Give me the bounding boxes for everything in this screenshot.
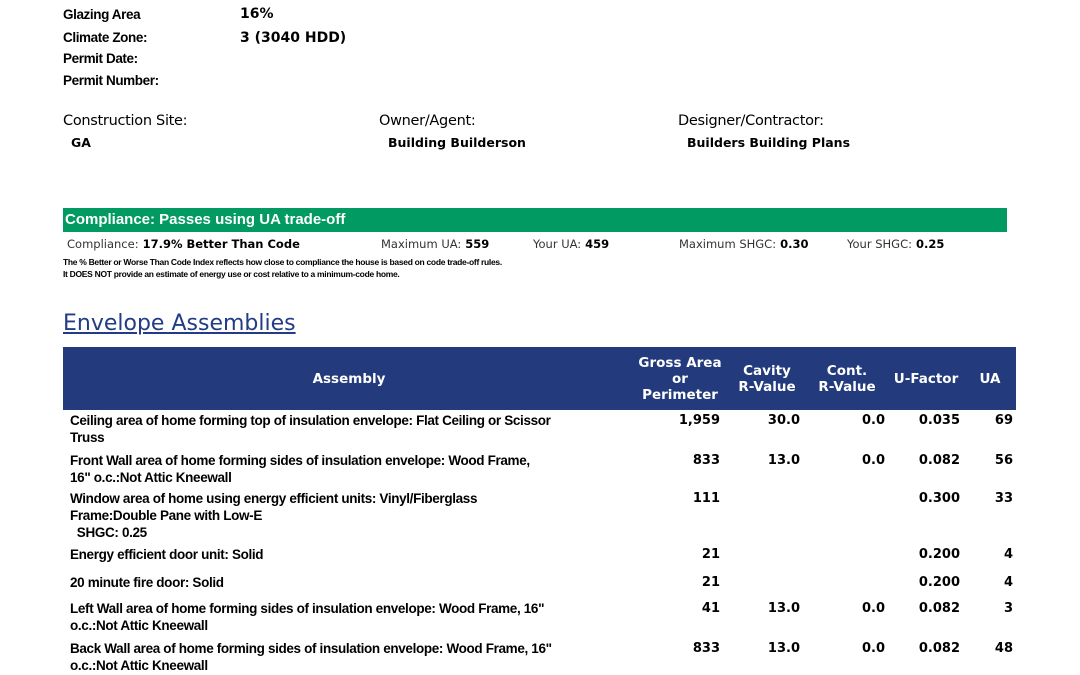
col-gross-area: Gross Area or Perimeter xyxy=(638,354,722,403)
cavity-cell: 13.0 xyxy=(767,641,800,656)
climate-zone-value: 3 (3040 HDD) xyxy=(240,30,347,46)
maximum-shgc: Maximum SHGC: 0.30 xyxy=(679,235,808,253)
col-cont-r: Cont. R-Value xyxy=(818,362,876,395)
cavity-cell: 30.0 xyxy=(767,413,800,428)
ua-cell: 33 xyxy=(994,491,1013,506)
assembly-cell: Left Wall area of home forming sides of … xyxy=(70,600,544,634)
assembly-line: Window area of home using energy efficie… xyxy=(70,491,478,506)
compliance-label: Compliance: xyxy=(67,237,139,251)
cont-cell: 0.0 xyxy=(861,413,885,428)
assembly-line: Left Wall area of home forming sides of … xyxy=(70,601,545,616)
maximum-ua-label: Maximum UA: xyxy=(381,237,462,251)
envelope-table-header: Assembly Gross Area or Perimeter Cavity … xyxy=(63,347,1016,410)
maximum-ua-value: 559 xyxy=(465,237,490,251)
cont-cell: 0.0 xyxy=(861,453,885,468)
your-shgc-value: 0.25 xyxy=(915,237,945,251)
compliance-banner: Compliance: Passes using UA trade-off xyxy=(63,208,1007,232)
ufactor-cell: 0.082 xyxy=(918,453,960,468)
maximum-shgc-value: 0.30 xyxy=(780,237,809,251)
ua-cell: 48 xyxy=(994,641,1013,656)
assembly-line: Front Wall area of home forming sides of… xyxy=(70,453,530,468)
ufactor-cell: 0.035 xyxy=(918,413,960,428)
assembly-cell: Energy efficient door unit: Solid xyxy=(70,546,264,563)
ua-cell: 4 xyxy=(1003,547,1013,562)
area-cell: 21 xyxy=(701,547,720,562)
your-ua-label: Your UA: xyxy=(533,237,582,251)
construction-site-value: GA xyxy=(71,135,91,150)
compliance-item: Compliance: 17.9% Better Than Code xyxy=(67,235,300,253)
envelope-assemblies-title: Envelope Assemblies xyxy=(63,311,296,336)
glazing-area-value: 16% xyxy=(240,6,274,22)
owner-agent-value: Building Builderson xyxy=(388,135,526,150)
assembly-line: o.c.:Not Attic Kneewall xyxy=(70,618,208,633)
assembly-line: Ceiling area of home forming top of insu… xyxy=(70,413,551,428)
ua-cell: 4 xyxy=(1003,575,1013,590)
assembly-line: o.c.:Not Attic Kneewall xyxy=(70,658,208,673)
assembly-cell: 20 minute fire door: Solid xyxy=(70,574,224,591)
assembly-line: 20 minute fire door: Solid xyxy=(70,575,224,590)
assembly-line: Truss xyxy=(70,430,105,445)
cavity-cell: 13.0 xyxy=(767,453,800,468)
construction-site-heading: Construction Site: xyxy=(63,113,188,129)
compliance-value: 17.9% Better Than Code xyxy=(142,237,300,251)
assembly-line: Frame:Double Pane with Low-E xyxy=(70,508,262,523)
col-assembly: Assembly xyxy=(312,370,386,387)
assembly-cell: Front Wall area of home forming sides of… xyxy=(70,452,530,486)
compliance-note-1: The % Better or Worse Than Code Index re… xyxy=(63,257,502,267)
maximum-ua: Maximum UA: 559 xyxy=(381,235,489,253)
your-ua-value: 459 xyxy=(585,237,610,251)
compliance-note-2: It DOES NOT provide an estimate of energ… xyxy=(63,269,400,279)
assembly-cell: Window area of home using energy efficie… xyxy=(70,490,477,541)
area-cell: 833 xyxy=(692,453,720,468)
permit-date-label: Permit Date: xyxy=(63,51,138,66)
ufactor-cell: 0.200 xyxy=(918,575,960,590)
ua-cell: 69 xyxy=(994,413,1013,428)
climate-zone-label: Climate Zone: xyxy=(63,30,148,45)
ufactor-cell: 0.300 xyxy=(918,491,960,506)
ufactor-cell: 0.082 xyxy=(918,601,960,616)
maximum-shgc-label: Maximum SHGC: xyxy=(679,237,777,251)
ua-cell: 56 xyxy=(994,453,1013,468)
cont-cell: 0.0 xyxy=(861,641,885,656)
ufactor-cell: 0.082 xyxy=(918,641,960,656)
ufactor-cell: 0.200 xyxy=(918,547,960,562)
assembly-line: Energy efficient door unit: Solid xyxy=(70,547,264,562)
col-cavity-r: Cavity R-Value xyxy=(738,362,796,395)
designer-contractor-value: Builders Building Plans xyxy=(687,135,851,150)
area-cell: 111 xyxy=(692,491,720,506)
assembly-line: 16" o.c.:Not Attic Kneewall xyxy=(70,470,232,485)
area-cell: 833 xyxy=(692,641,720,656)
your-shgc: Your SHGC: 0.25 xyxy=(847,235,944,253)
area-cell: 21 xyxy=(701,575,720,590)
area-cell: 1,959 xyxy=(678,413,720,428)
assembly-line: SHGC: 0.25 xyxy=(70,525,147,540)
owner-agent-heading: Owner/Agent: xyxy=(379,113,476,129)
assembly-line: Back Wall area of home forming sides of … xyxy=(70,641,552,656)
ua-cell: 3 xyxy=(1003,601,1013,616)
cavity-cell: 13.0 xyxy=(767,601,800,616)
area-cell: 41 xyxy=(701,601,720,616)
assembly-cell: Back Wall area of home forming sides of … xyxy=(70,640,552,674)
your-ua: Your UA: 459 xyxy=(533,235,609,253)
assembly-cell: Ceiling area of home forming top of insu… xyxy=(70,412,551,446)
col-u-factor: U-Factor xyxy=(893,370,959,387)
glazing-area-label: Glazing Area xyxy=(63,7,141,22)
designer-contractor-heading: Designer/Contractor: xyxy=(678,113,824,129)
your-shgc-label: Your SHGC: xyxy=(847,237,912,251)
permit-number-label: Permit Number: xyxy=(63,73,159,88)
col-ua: UA xyxy=(979,370,1001,387)
cont-cell: 0.0 xyxy=(861,601,885,616)
